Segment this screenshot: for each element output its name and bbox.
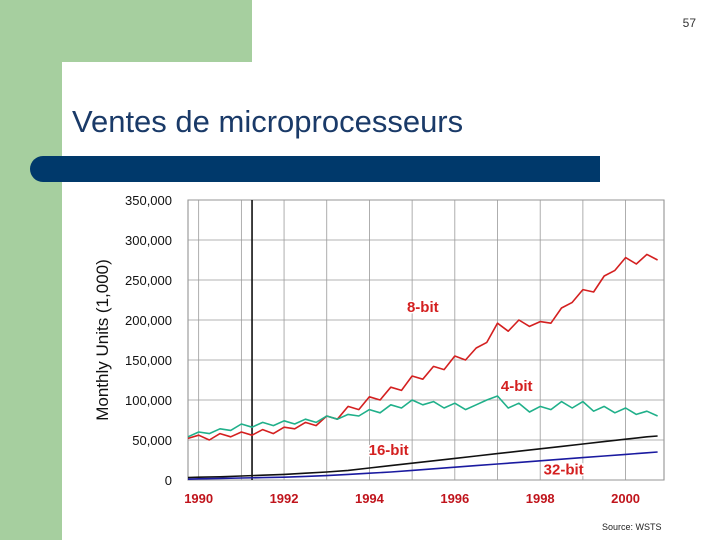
y-tick-label: 350,000 — [125, 193, 172, 208]
y-tick-label: 50,000 — [132, 433, 172, 448]
series-label-8-bit: 8-bit — [407, 299, 439, 316]
slide-number: 57 — [682, 16, 696, 30]
plot-area — [187, 199, 665, 481]
series-line-16-bit — [187, 435, 658, 479]
x-tick-label: 1992 — [270, 491, 299, 506]
x-tick-label: 2000 — [611, 491, 640, 506]
series-label-32-bit: 32-bit — [544, 461, 584, 478]
x-tick-label: 1998 — [526, 491, 555, 506]
series-line-4-bit — [187, 395, 658, 438]
y-axis-label: Monthly Units (1,000) — [93, 259, 112, 421]
y-tick-label: 200,000 — [125, 313, 172, 328]
background-green-top — [0, 0, 252, 62]
source-note: Source: WSTS — [602, 522, 662, 532]
y-tick-label: 300,000 — [125, 233, 172, 248]
title-underline-bar — [30, 156, 600, 182]
background-green-left — [0, 0, 62, 540]
series-label-4-bit: 4-bit — [501, 378, 533, 395]
x-tick-label: 1994 — [355, 491, 385, 506]
series-label-16-bit: 16-bit — [369, 442, 409, 459]
x-tick-label: 1990 — [184, 491, 213, 506]
y-tick-label: 0 — [165, 473, 172, 488]
slide-title: Ventes de microprocesseurs — [72, 104, 464, 139]
y-tick-label: 250,000 — [125, 273, 172, 288]
series-line-32-bit — [187, 451, 658, 480]
microprocessor-sales-chart: 0 50,000 100,000 150,000 200,000 250,000 300,0… — [93, 193, 665, 506]
x-tick-label: 1996 — [440, 491, 469, 506]
y-tick-label: 100,000 — [125, 393, 172, 408]
series-line-8-bit — [187, 253, 658, 441]
y-tick-label: 150,000 — [125, 353, 172, 368]
